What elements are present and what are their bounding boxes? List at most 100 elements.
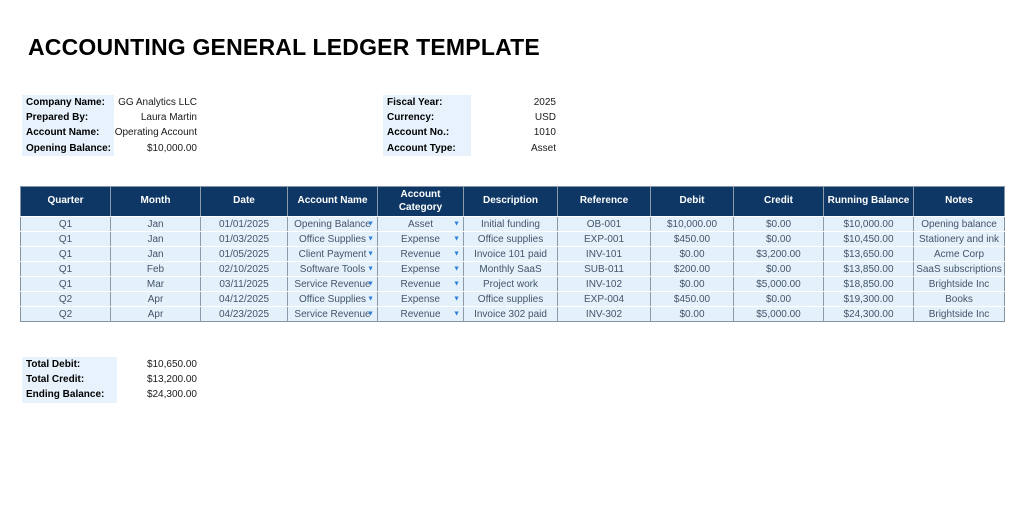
field-label-account-name: Account Name: (22, 125, 114, 141)
cell-account-name[interactable]: Office Supplies ▼ (287, 291, 378, 307)
cell-reference[interactable]: INV-101 (557, 246, 651, 262)
cell-credit[interactable]: $0.00 (733, 261, 824, 277)
cell-debit[interactable]: $450.00 (650, 231, 734, 247)
cell-notes[interactable]: Brightside Inc (913, 276, 1005, 292)
cell-account-name[interactable]: Service Revenue ▼ (287, 276, 378, 292)
field-value-opening-balance[interactable]: $10,000.00 (146, 142, 197, 154)
dropdown-arrow-icon[interactable]: ▼ (367, 265, 374, 273)
cell-month[interactable]: Mar (110, 276, 201, 292)
cell-reference[interactable]: EXP-001 (557, 231, 651, 247)
cell-debit[interactable]: $450.00 (650, 291, 734, 307)
cell-quarter[interactable]: Q1 (20, 261, 111, 277)
cell-reference[interactable]: OB-001 (557, 216, 651, 232)
field-value-currency[interactable]: USD (534, 112, 556, 124)
dropdown-arrow-icon[interactable]: ▼ (453, 220, 460, 228)
cell-credit[interactable]: $0.00 (733, 291, 824, 307)
cell-month[interactable]: Jan (110, 216, 201, 232)
dropdown-arrow-icon[interactable]: ▼ (367, 310, 374, 318)
cell-running-balance[interactable]: $13,650.00 (823, 246, 914, 262)
cell-account-category[interactable]: Revenue ▼ (377, 276, 464, 292)
cell-credit[interactable]: $0.00 (733, 216, 824, 232)
cell-month[interactable]: Jan (110, 246, 201, 262)
dropdown-arrow-icon[interactable]: ▼ (453, 235, 460, 243)
dropdown-arrow-icon[interactable]: ▼ (367, 220, 374, 228)
cell-description[interactable]: Invoice 302 paid (463, 306, 558, 322)
cell-description[interactable]: Initial funding (463, 216, 558, 232)
cell-account-category[interactable]: Asset ▼ (377, 216, 464, 232)
cell-credit[interactable]: $3,200.00 (733, 246, 824, 262)
cell-credit[interactable]: $5,000.00 (733, 276, 824, 292)
field-value-prepared-by[interactable]: Laura Martin (140, 112, 197, 124)
cell-account-name[interactable]: Service Revenue ▼ (287, 306, 378, 322)
dropdown-arrow-icon[interactable]: ▼ (367, 280, 374, 288)
cell-running-balance[interactable]: $18,850.00 (823, 276, 914, 292)
cell-account-category[interactable]: Expense ▼ (377, 291, 464, 307)
dropdown-arrow-icon[interactable]: ▼ (367, 295, 374, 303)
cell-date[interactable]: 01/01/2025 (200, 216, 288, 232)
cell-credit[interactable]: $0.00 (733, 231, 824, 247)
cell-date[interactable]: 02/10/2025 (200, 261, 288, 277)
cell-quarter[interactable]: Q1 (20, 216, 111, 232)
cell-date[interactable]: 04/12/2025 (200, 291, 288, 307)
cell-description[interactable]: Project work (463, 276, 558, 292)
cell-debit[interactable]: $0.00 (650, 306, 734, 322)
dropdown-arrow-icon[interactable]: ▼ (453, 295, 460, 303)
field-value-company-name[interactable]: GG Analytics LLC (118, 97, 197, 109)
cell-date[interactable]: 03/11/2025 (200, 276, 288, 292)
cell-quarter[interactable]: Q1 (20, 246, 111, 262)
cell-description[interactable]: Monthly SaaS (463, 261, 558, 277)
cell-notes[interactable]: Stationery and ink (913, 231, 1005, 247)
dropdown-arrow-icon[interactable]: ▼ (367, 235, 374, 243)
cell-month[interactable]: Jan (110, 231, 201, 247)
cell-date[interactable]: 01/03/2025 (200, 231, 288, 247)
cell-account-category[interactable]: Revenue ▼ (377, 306, 464, 322)
cell-month[interactable]: Apr (110, 306, 201, 322)
cell-notes[interactable]: Acme Corp (913, 246, 1005, 262)
cell-account-name[interactable]: Office Supplies ▼ (287, 231, 378, 247)
cell-quarter[interactable]: Q1 (20, 231, 111, 247)
cell-running-balance[interactable]: $10,450.00 (823, 231, 914, 247)
cell-running-balance[interactable]: $13,850.00 (823, 261, 914, 277)
cell-quarter[interactable]: Q1 (20, 276, 111, 292)
cell-reference[interactable]: INV-302 (557, 306, 651, 322)
field-value-account-no[interactable]: 1010 (533, 127, 556, 139)
cell-month[interactable]: Feb (110, 261, 201, 277)
field-value-account-name[interactable]: Operating Account (114, 127, 197, 139)
cell-quarter[interactable]: Q2 (20, 306, 111, 322)
cell-running-balance[interactable]: $10,000.00 (823, 216, 914, 232)
cell-month[interactable]: Apr (110, 291, 201, 307)
field-value-fiscal-year[interactable]: 2025 (533, 97, 556, 109)
cell-reference[interactable]: INV-102 (557, 276, 651, 292)
field-value-account-type[interactable]: Asset (530, 142, 556, 154)
cell-debit[interactable]: $10,000.00 (650, 216, 734, 232)
cell-debit[interactable]: $0.00 (650, 246, 734, 262)
cell-account-category[interactable]: Expense ▼ (377, 231, 464, 247)
cell-description[interactable]: Office supplies (463, 291, 558, 307)
cell-quarter[interactable]: Q2 (20, 291, 111, 307)
cell-notes[interactable]: SaaS subscriptions (913, 261, 1005, 277)
cell-reference[interactable]: SUB-011 (557, 261, 651, 277)
cell-description[interactable]: Office supplies (463, 231, 558, 247)
dropdown-arrow-icon[interactable]: ▼ (453, 250, 460, 258)
cell-account-category[interactable]: Expense ▼ (377, 261, 464, 277)
dropdown-arrow-icon[interactable]: ▼ (453, 310, 460, 318)
cell-notes[interactable]: Books (913, 291, 1005, 307)
cell-debit[interactable]: $0.00 (650, 276, 734, 292)
cell-date[interactable]: 01/05/2025 (200, 246, 288, 262)
cell-date[interactable]: 04/23/2025 (200, 306, 288, 322)
cell-account-category[interactable]: Revenue ▼ (377, 246, 464, 262)
dropdown-arrow-icon[interactable]: ▼ (453, 265, 460, 273)
cell-running-balance[interactable]: $24,300.00 (823, 306, 914, 322)
cell-notes[interactable]: Opening balance (913, 216, 1005, 232)
cell-debit[interactable]: $200.00 (650, 261, 734, 277)
cell-running-balance[interactable]: $19,300.00 (823, 291, 914, 307)
dropdown-arrow-icon[interactable]: ▼ (367, 250, 374, 258)
cell-credit[interactable]: $5,000.00 (733, 306, 824, 322)
cell-account-name[interactable]: Client Payment ▼ (287, 246, 378, 262)
cell-reference[interactable]: EXP-004 (557, 291, 651, 307)
cell-account-name[interactable]: Opening Balance ▼ (287, 216, 378, 232)
cell-notes[interactable]: Brightside Inc (913, 306, 1005, 322)
cell-account-name[interactable]: Software Tools ▼ (287, 261, 378, 277)
cell-description[interactable]: Invoice 101 paid (463, 246, 558, 262)
dropdown-arrow-icon[interactable]: ▼ (453, 280, 460, 288)
